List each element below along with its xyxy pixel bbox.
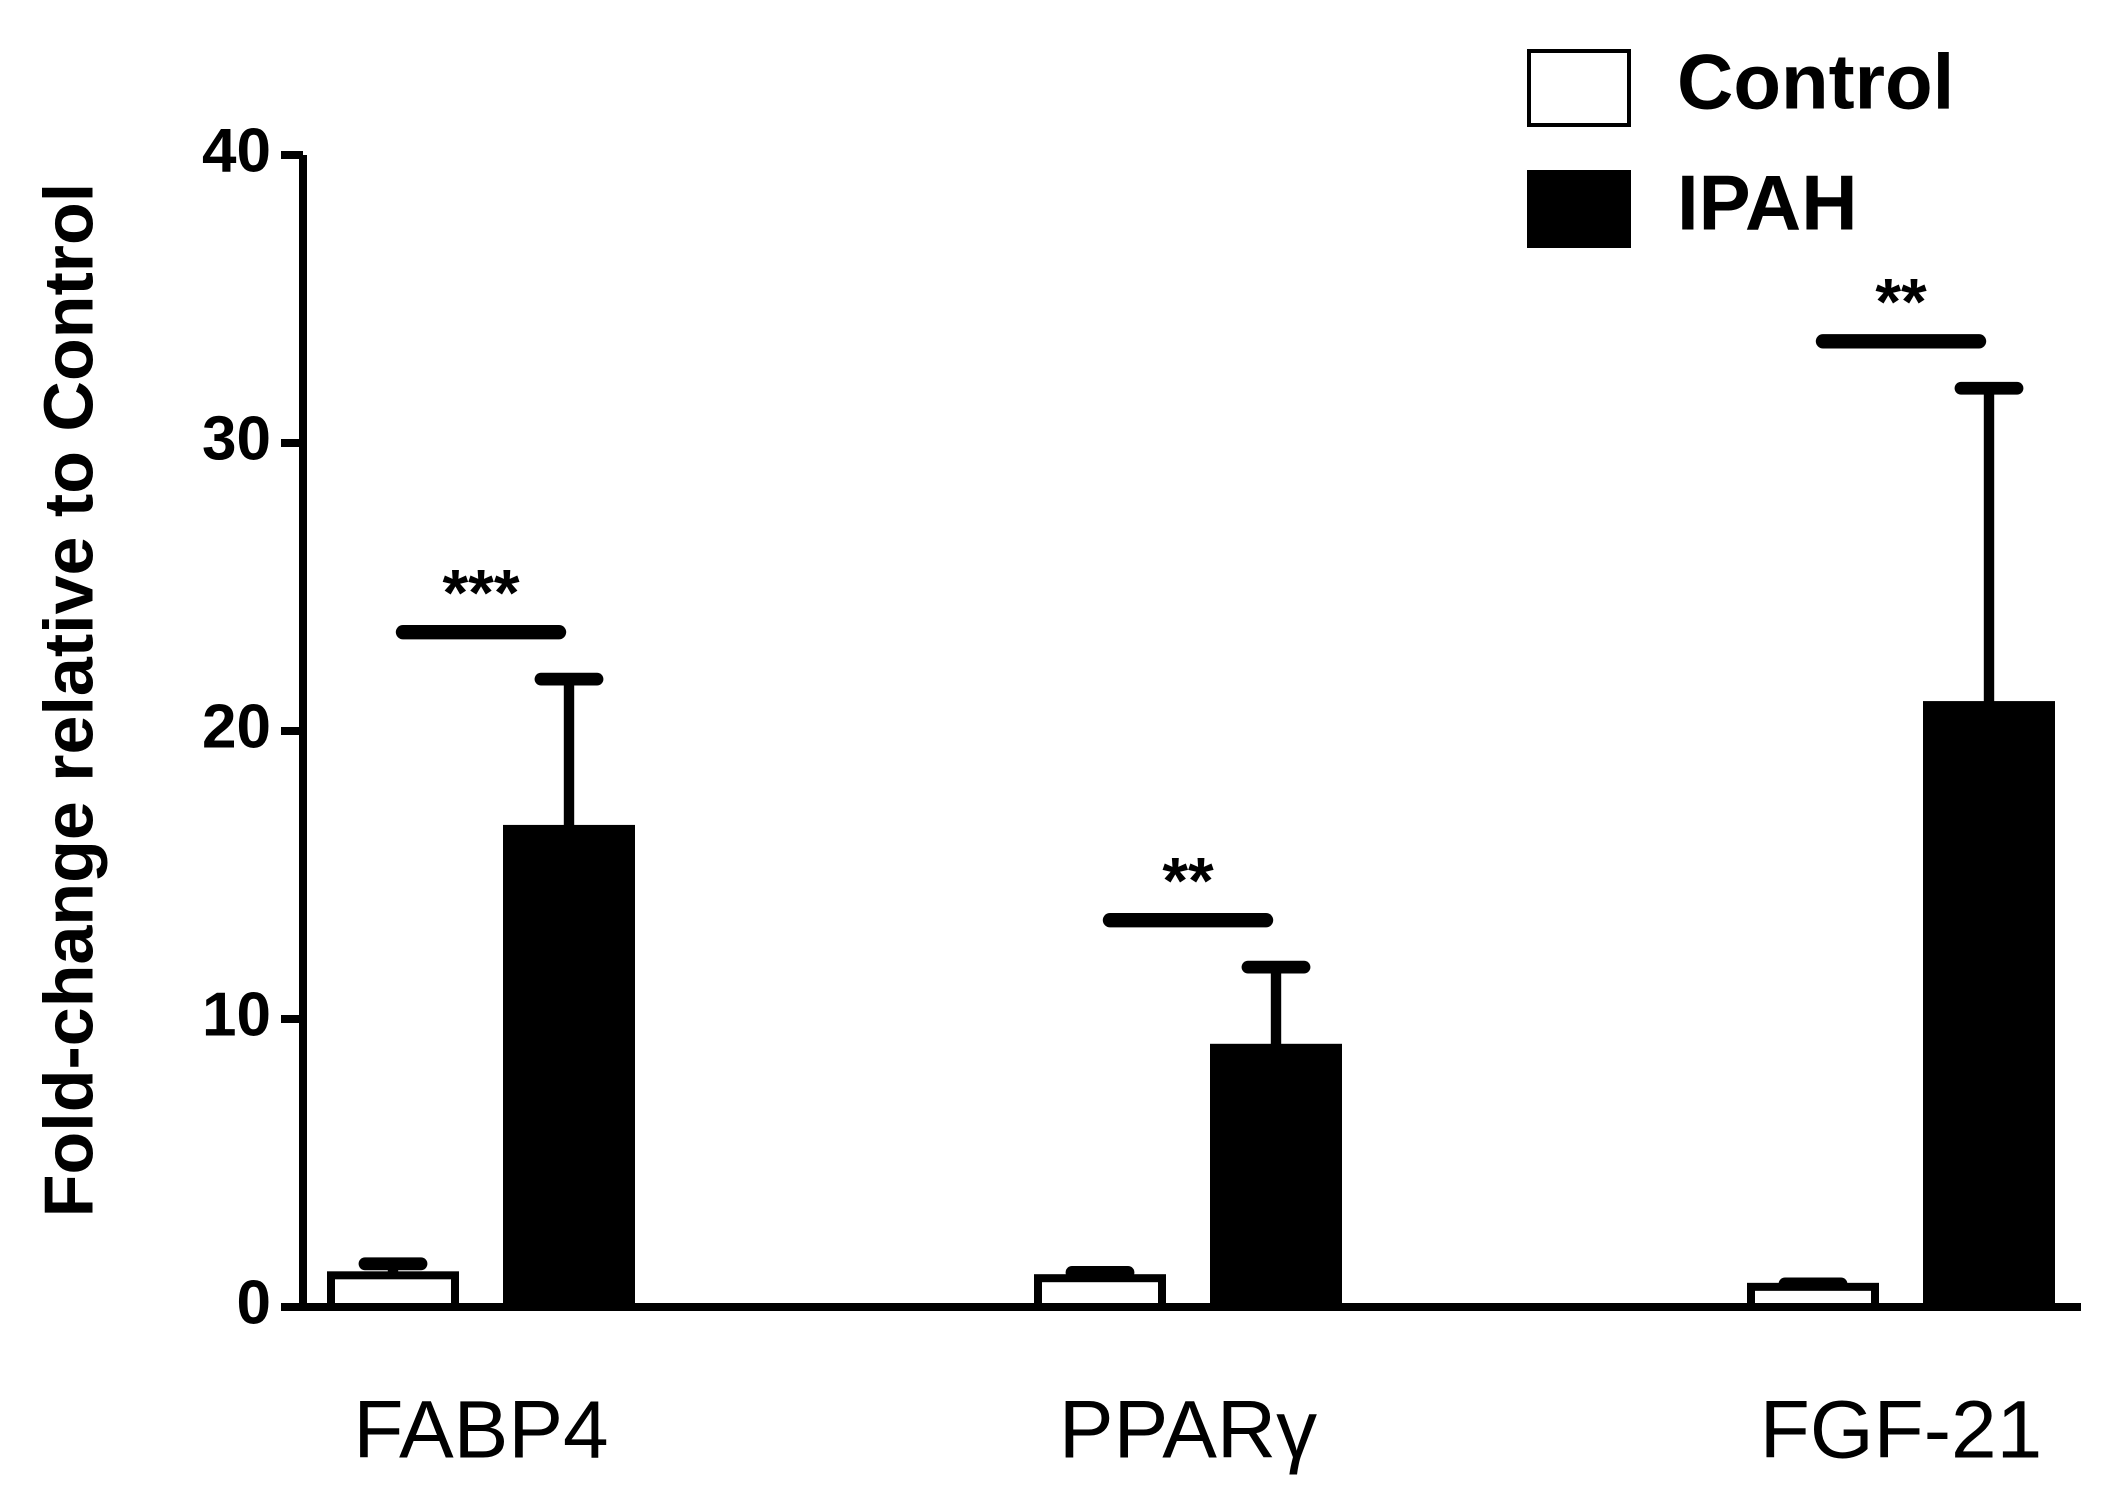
y-tick-label: 40 [202, 116, 271, 185]
y-tick-label: 30 [202, 404, 271, 473]
x-tick-label: PPARγ [1059, 1385, 1317, 1476]
legend-label: Control [1677, 38, 1954, 126]
y-tick-label: 10 [202, 980, 271, 1049]
legend-label: IPAH [1677, 159, 1858, 247]
legend-swatch [1527, 170, 1631, 248]
significance-label: ** [1162, 844, 1214, 918]
bar [327, 1271, 459, 1311]
x-tick-label: FGF-21 [1760, 1385, 2042, 1476]
legend-swatch [1527, 49, 1631, 127]
bar [1923, 701, 2055, 1311]
bar [1034, 1274, 1166, 1311]
significance-label: ** [1875, 265, 1927, 339]
x-tick-label: FABP4 [353, 1385, 608, 1476]
significance-label: *** [442, 556, 519, 630]
y-tick-label: 20 [202, 692, 271, 761]
bar [503, 824, 635, 1311]
y-tick-label: 0 [237, 1268, 271, 1337]
y-axis-label: Fold-change relative to Control [29, 183, 107, 1218]
bar [1210, 1043, 1342, 1312]
